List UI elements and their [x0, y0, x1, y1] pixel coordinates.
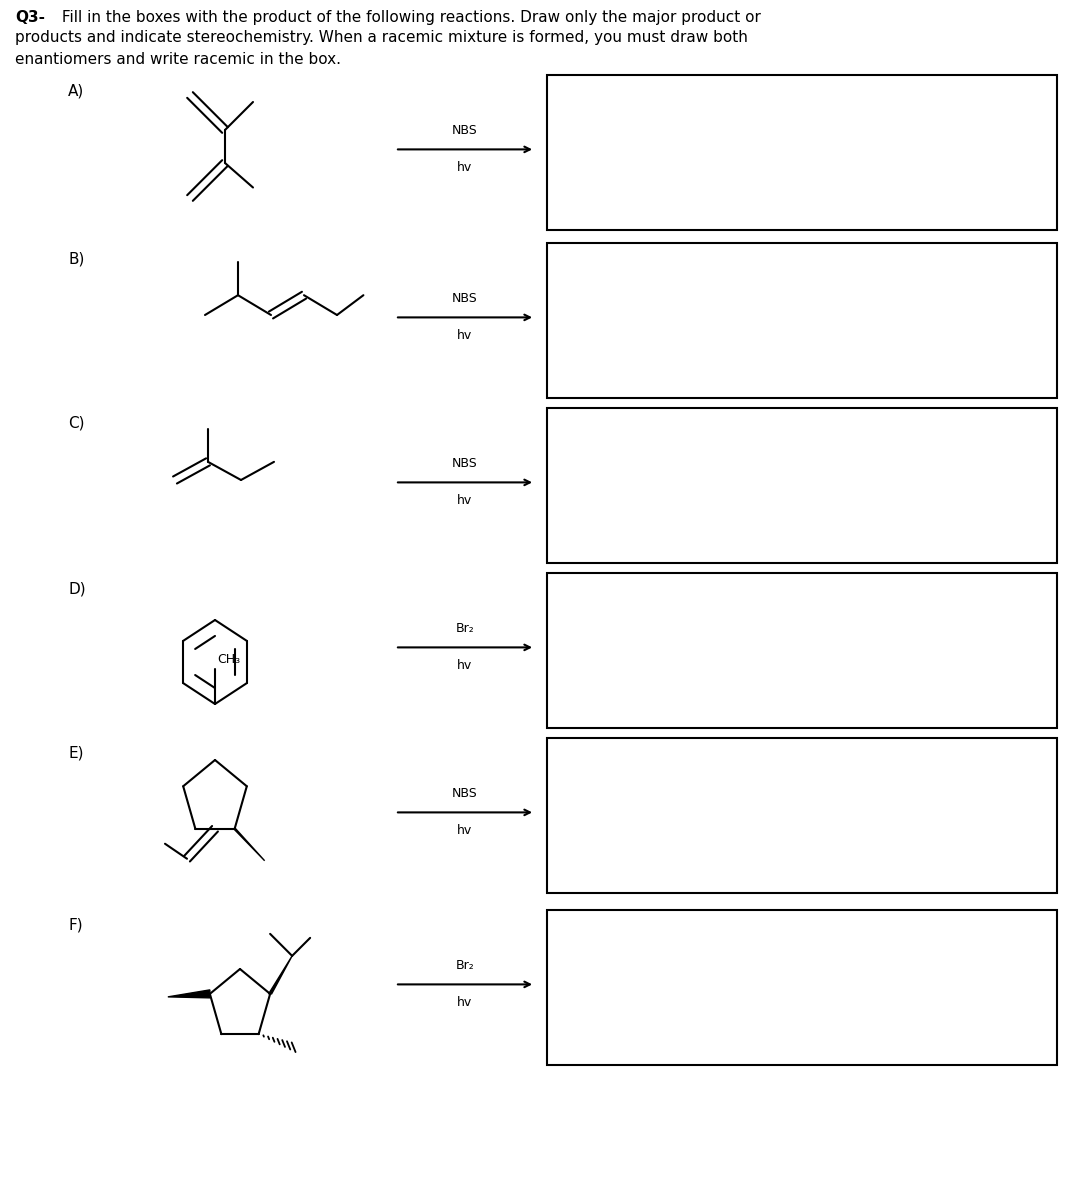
Text: hv: hv	[457, 329, 473, 342]
Text: NBS: NBS	[452, 787, 478, 800]
Text: products and indicate stereochemistry. When a racemic mixture is formed, you mus: products and indicate stereochemistry. W…	[15, 30, 748, 44]
Text: B): B)	[68, 251, 84, 266]
Text: F): F)	[68, 918, 83, 934]
Text: A): A)	[68, 83, 84, 98]
Text: hv: hv	[457, 162, 473, 174]
Bar	[547, 738, 1057, 893]
Text: NBS: NBS	[452, 125, 478, 138]
Text: NBS: NBS	[452, 293, 478, 305]
Text: Br₂: Br₂	[455, 960, 475, 972]
Text: Fill in the boxes with the product of the following reactions. Draw only the maj: Fill in the boxes with the product of th…	[57, 10, 761, 25]
Polygon shape	[269, 956, 292, 994]
Polygon shape	[168, 990, 210, 998]
Text: Br₂: Br₂	[455, 623, 475, 636]
Bar	[547, 910, 1057, 1066]
Text: Q3-: Q3-	[15, 10, 45, 25]
Bar	[547, 408, 1057, 563]
Text: hv: hv	[457, 996, 473, 1009]
Text: hv: hv	[457, 659, 473, 672]
Polygon shape	[234, 829, 264, 860]
Text: enantiomers and write racemic in the box.: enantiomers and write racemic in the box…	[15, 52, 341, 67]
Text: hv: hv	[457, 824, 473, 838]
Text: CH₃: CH₃	[217, 653, 241, 666]
Text: hv: hv	[457, 494, 473, 508]
Bar	[547, 74, 1057, 230]
Text: D): D)	[68, 581, 85, 596]
Text: C): C)	[68, 416, 84, 431]
Bar	[547, 242, 1057, 398]
Bar	[547, 572, 1057, 728]
Text: E): E)	[68, 746, 83, 761]
Text: NBS: NBS	[452, 457, 478, 470]
